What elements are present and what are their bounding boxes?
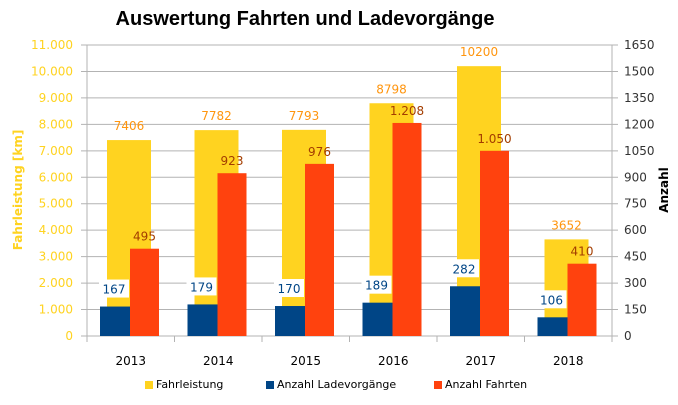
y-tick-label: 3.000	[39, 250, 73, 264]
y2-tick-label: 900	[624, 170, 647, 184]
data-label-fahrten: 1.208	[390, 104, 424, 118]
y-tick-label: 1.000	[39, 303, 73, 317]
data-label-fahrleistung: 7406	[114, 119, 145, 133]
legend-item-fahrten: Anzahl Fahrten	[434, 378, 527, 391]
legend-item-ladevorgaenge: Anzahl Ladevorgänge	[266, 378, 396, 391]
bar-ladevorgaenge	[362, 302, 393, 336]
data-label-fahrten: 410	[571, 245, 594, 259]
bar-ladevorgaenge	[100, 306, 130, 336]
data-label-ladevorgaenge: 189	[365, 279, 388, 293]
bar-fahrten	[480, 150, 509, 336]
data-label-bg	[449, 259, 479, 278]
y2-axis-title: Anzahl	[657, 167, 671, 213]
legend-label: Fahrleistung	[156, 378, 224, 391]
x-tick-label: 2018	[553, 354, 584, 368]
y2-tick-label: 1050	[624, 144, 655, 158]
data-label-bg	[274, 279, 304, 298]
y-axis-title: Fahrleistung [km]	[11, 130, 25, 251]
data-label-bg	[536, 290, 567, 309]
data-label-fahrleistung: 3652	[551, 218, 582, 232]
y2-tick-label: 1500	[624, 64, 655, 78]
x-tick-label: 2015	[290, 354, 321, 368]
x-tick-label: 2016	[378, 354, 409, 368]
y2-tick-label: 150	[624, 303, 647, 317]
bar-fahrten	[130, 248, 159, 336]
y2-tick-label: 750	[624, 197, 647, 211]
chart-title: Auswertung Fahrten und Ladevorgänge	[115, 8, 495, 30]
y2-tick-label: 1650	[624, 38, 655, 52]
data-label-bg	[99, 279, 129, 298]
data-label-ladevorgaenge: 282	[453, 262, 476, 276]
legend-label: Anzahl Fahrten	[445, 378, 528, 391]
y-tick-label: 8.000	[39, 117, 73, 131]
legend-label: Anzahl Ladevorgänge	[277, 378, 397, 391]
bar-fahrten	[305, 163, 334, 336]
y-tick-label: 0	[65, 329, 73, 343]
legend-swatch	[266, 380, 274, 389]
legend-item-fahrleistung: Fahrleistung	[145, 378, 223, 391]
bars	[100, 66, 597, 337]
data-labels: 7406 167 495 7782 179 923 7793 170 976 8798 189 1.2…	[99, 45, 594, 309]
data-label-fahrten: 923	[221, 154, 244, 168]
data-label-ladevorgaenge: 106	[540, 293, 563, 307]
y2-tick-label: 600	[624, 223, 647, 237]
y2-tick-label: 300	[624, 276, 647, 290]
data-label-ladevorgaenge: 167	[103, 283, 126, 297]
y-tick-label: 4.000	[39, 223, 73, 237]
data-label-ladevorgaenge: 179	[190, 280, 213, 294]
data-label-fahrleistung: 7793	[289, 109, 320, 123]
data-label-ladevorgaenge: 170	[278, 282, 301, 296]
bar-ladevorgaenge	[275, 306, 305, 336]
y-tick-label: 9.000	[39, 91, 73, 105]
y-tick-label: 7.000	[39, 144, 73, 158]
bar-fahrten	[567, 263, 597, 336]
bar-ladevorgaenge	[187, 304, 218, 336]
data-label-fahrten: 495	[133, 230, 156, 244]
y-tick-label: 10.000	[31, 64, 73, 78]
bar-ladevorgaenge	[450, 286, 480, 336]
y-tick-label: 6.000	[39, 170, 73, 184]
x-tick-label: 2013	[115, 354, 146, 368]
bar-fahrten	[217, 173, 247, 336]
legend-swatch	[145, 380, 153, 389]
bar-fahrten	[392, 122, 422, 336]
y-tick-label: 11.000	[31, 38, 73, 52]
y2-tick-label: 450	[624, 250, 647, 264]
data-label-fahrten: 1.050	[477, 132, 511, 146]
data-label-fahrleistung: 7782	[201, 109, 232, 123]
y2-tick-label: 0	[624, 329, 632, 343]
axes: 0 1.000 2.000 3.000 4.000 5.000 6.000 7.000 8.00…	[31, 38, 655, 368]
data-label-fahrten: 976	[308, 145, 331, 159]
y-tick-label: 2.000	[39, 276, 73, 290]
y2-tick-label: 1350	[624, 91, 655, 105]
bar-ladevorgaenge	[537, 317, 568, 336]
x-tick-label: 2017	[465, 354, 496, 368]
x-tick-label: 2014	[203, 354, 234, 368]
y-tick-label: 5.000	[39, 197, 73, 211]
y2-tick-label: 1200	[624, 117, 655, 131]
data-label-fahrleistung: 10200	[460, 45, 498, 59]
data-label-fahrleistung: 8798	[376, 82, 407, 96]
data-label-bg	[186, 277, 217, 296]
legend-swatch	[434, 380, 442, 389]
data-label-bg	[361, 275, 392, 294]
